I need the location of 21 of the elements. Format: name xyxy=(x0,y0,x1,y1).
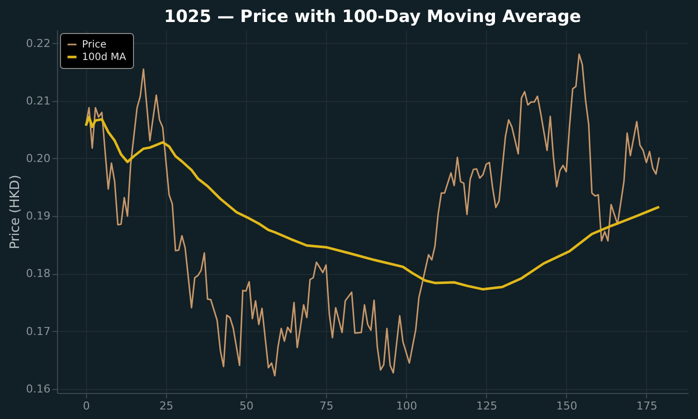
y-tick-label: 0.21 xyxy=(26,94,50,108)
y-tick-label: 0.19 xyxy=(26,210,50,223)
x-tick-label: 25 xyxy=(159,400,174,412)
x-tick-label: 0 xyxy=(82,400,90,412)
x-tick-label: 150 xyxy=(556,400,578,412)
y-axis-title: Price (HKD) xyxy=(8,174,24,250)
line-series xyxy=(85,53,660,376)
x-tick-label: 75 xyxy=(320,400,334,412)
y-tick-label: 0.20 xyxy=(26,152,50,165)
y-tick-label: 0.18 xyxy=(26,267,50,280)
x-tick-label: 175 xyxy=(636,400,658,412)
y-tick-label: 0.16 xyxy=(26,382,50,396)
x-tick-label: 125 xyxy=(476,400,498,412)
legend-label: 100d MA xyxy=(82,52,126,63)
x-tick-label: 50 xyxy=(239,400,254,412)
y-tick-label: 0.22 xyxy=(26,36,50,50)
x-tick-label: 100 xyxy=(396,400,418,412)
legend-label: Price xyxy=(82,40,106,50)
chart-title: 1025 — Price with 100-Day Moving Average xyxy=(164,7,582,27)
y-tick-label: 0.17 xyxy=(26,324,50,338)
line-series xyxy=(84,116,660,291)
